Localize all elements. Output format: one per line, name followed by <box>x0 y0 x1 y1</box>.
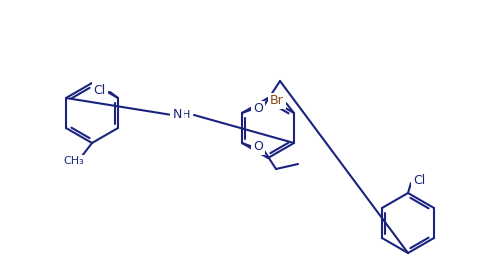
Text: H: H <box>182 110 190 120</box>
Text: N: N <box>172 108 182 121</box>
Text: Cl: Cl <box>412 173 424 187</box>
Text: Br: Br <box>270 95 284 108</box>
Text: Cl: Cl <box>93 83 106 96</box>
Text: O: O <box>253 103 262 115</box>
Text: O: O <box>253 140 262 153</box>
Text: CH₃: CH₃ <box>63 156 84 166</box>
